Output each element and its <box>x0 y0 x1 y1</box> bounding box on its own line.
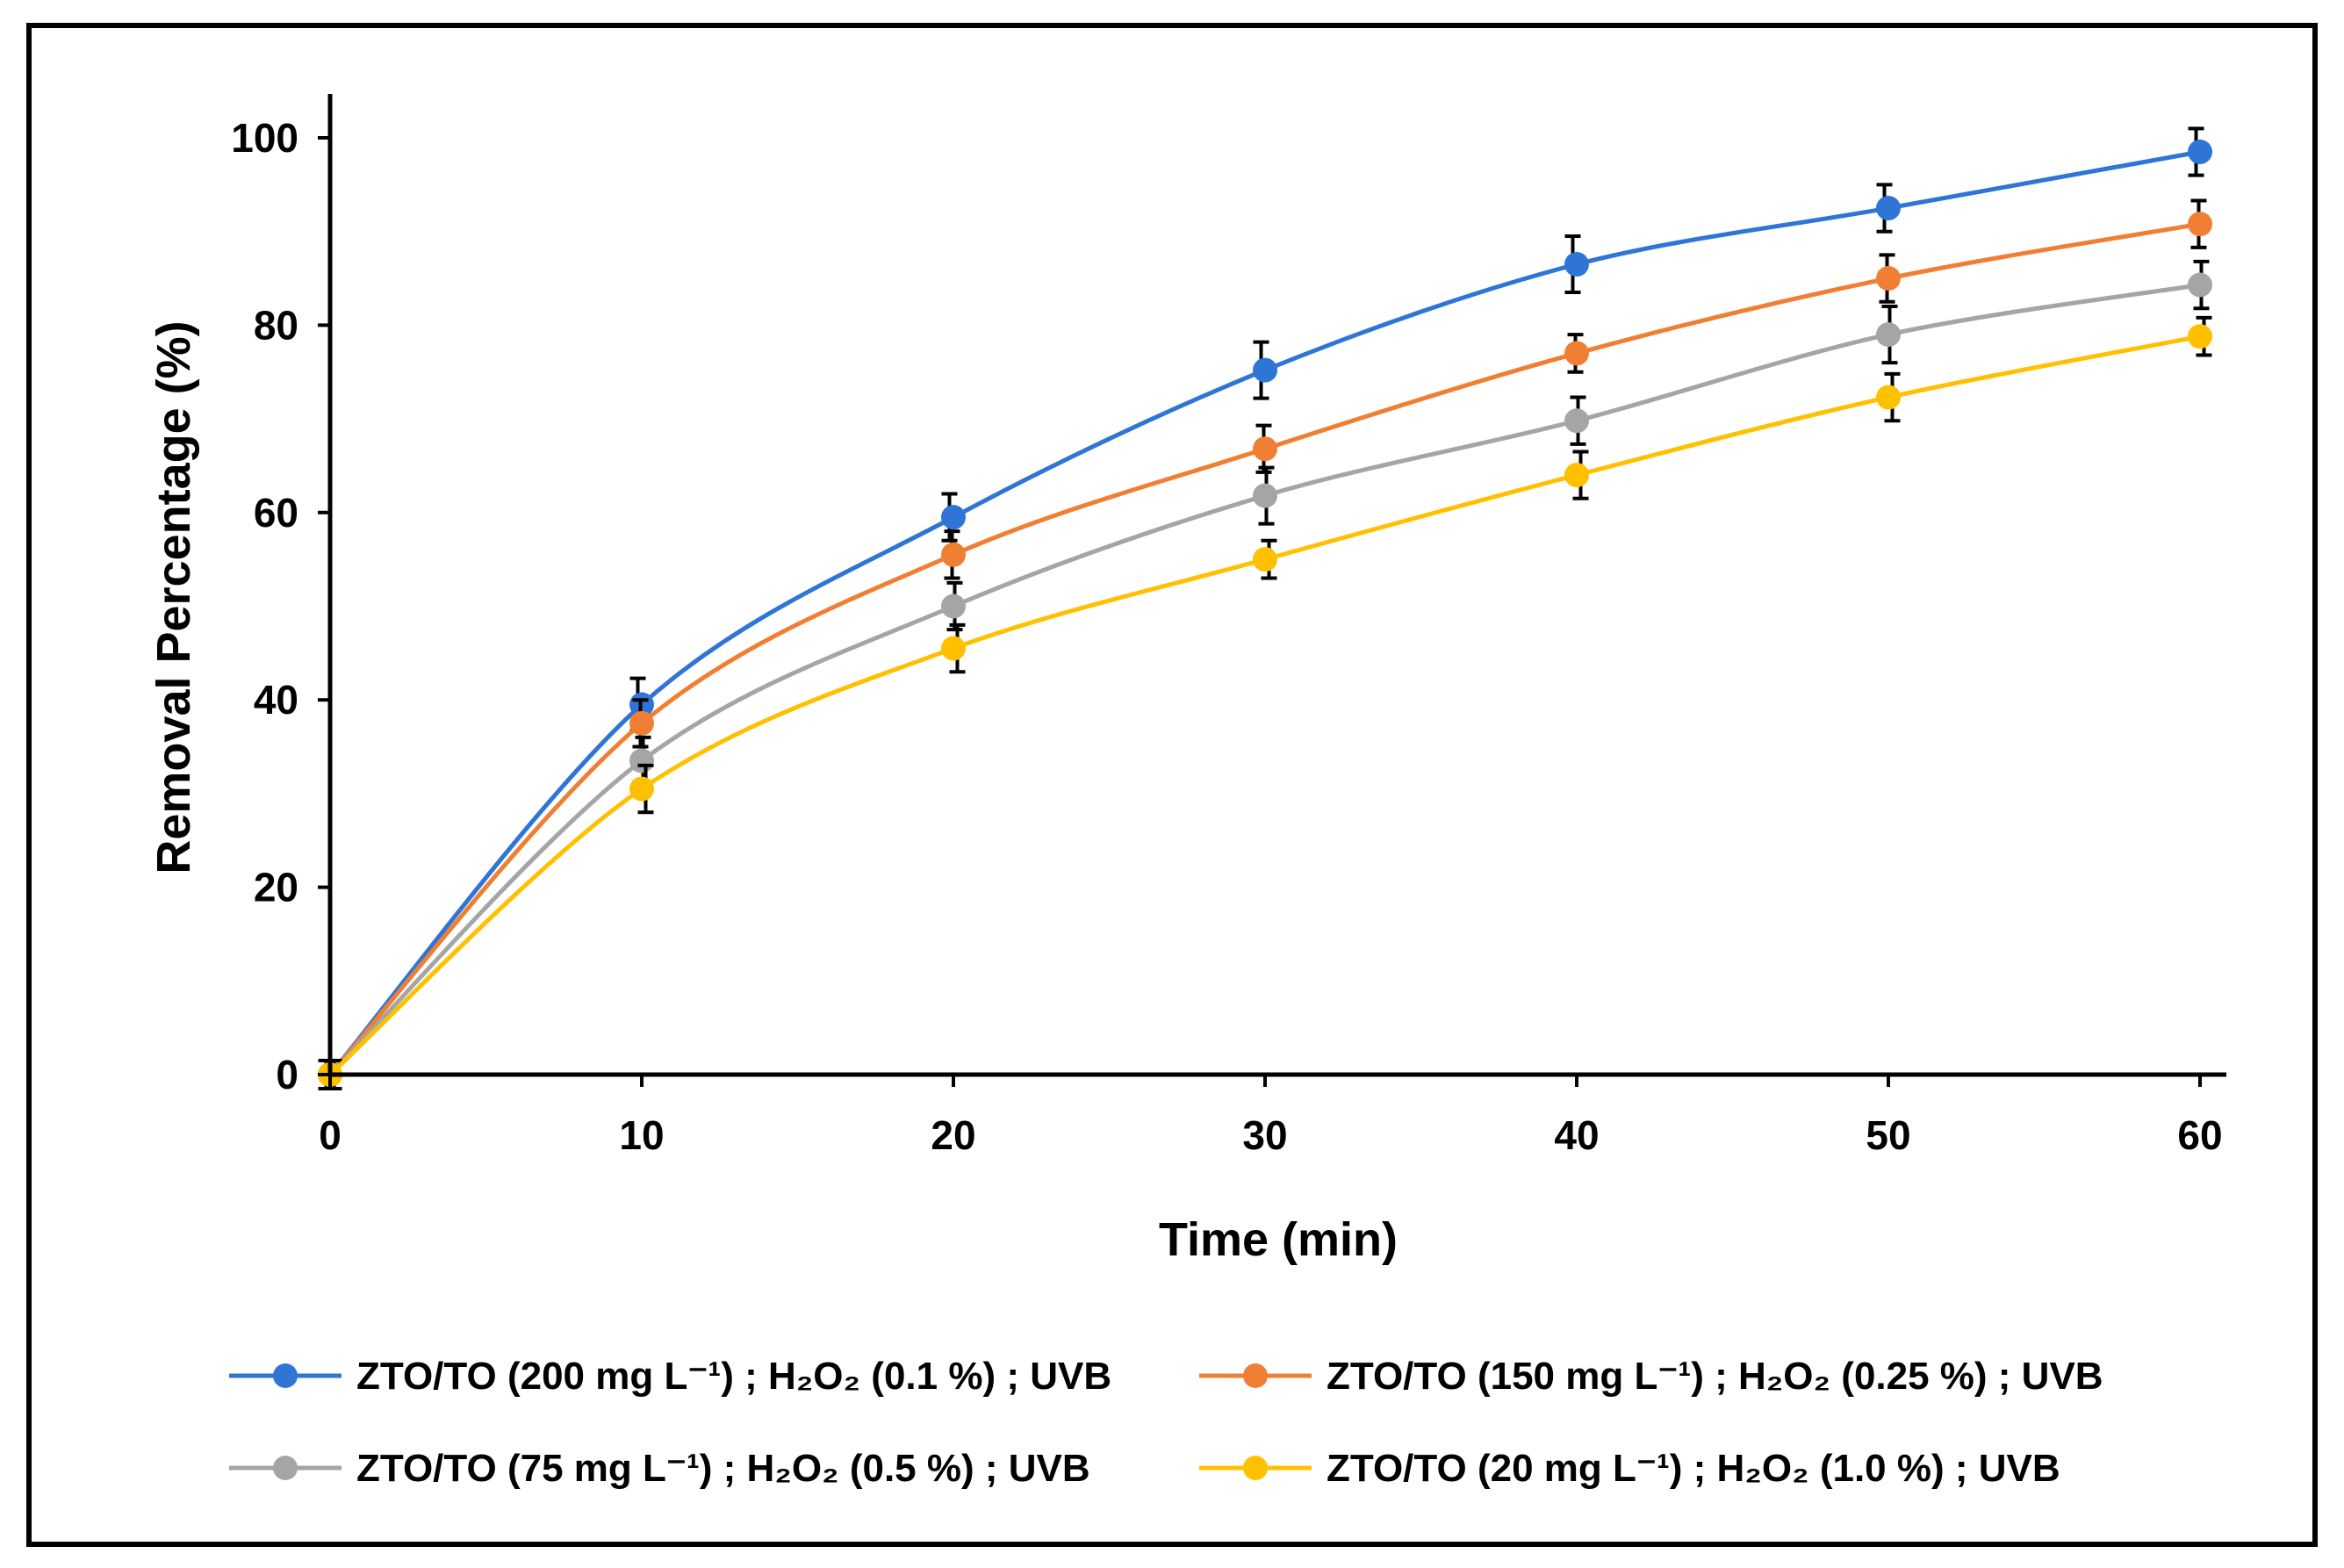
legend-swatch-marker <box>273 1363 298 1388</box>
x-tick-label: 10 <box>619 1112 664 1158</box>
x-tick-label: 0 <box>319 1112 342 1158</box>
series-3 <box>318 259 2212 1091</box>
series-layer <box>318 126 2212 1091</box>
legend-label: ZTO/TO (75 mg L⁻¹) ; H₂O₂ (0.5 %) ; UVB <box>356 1447 1090 1490</box>
data-point <box>1564 252 1589 277</box>
data-point <box>1876 196 1901 221</box>
data-point <box>941 636 966 661</box>
series-line <box>328 221 2201 1076</box>
x-tick-label: 50 <box>1866 1112 1910 1158</box>
series-4 <box>318 315 2212 1091</box>
legend-item-2: ZTO/TO (150 mg L⁻¹) ; H₂O₂ (0.25 %) ; UV… <box>1199 1355 2103 1398</box>
series-line <box>328 149 2201 1076</box>
x-axis-title: Time (min) <box>1159 1213 1398 1266</box>
data-point <box>1253 547 1277 572</box>
legend-swatch-marker <box>1243 1456 1268 1480</box>
y-tick-label: 40 <box>254 677 298 723</box>
data-point <box>2188 272 2212 298</box>
data-point <box>1253 357 1277 383</box>
data-point <box>1876 322 1901 348</box>
data-point <box>2188 212 2212 237</box>
legend-swatch-marker <box>273 1456 298 1480</box>
legend-item-1: ZTO/TO (200 mg L⁻¹) ; H₂O₂ (0.1 %) ; UVB <box>229 1355 1111 1398</box>
data-point <box>1564 408 1589 434</box>
data-point <box>2188 140 2212 165</box>
data-point <box>1253 436 1277 462</box>
y-tick-label: 80 <box>254 302 298 348</box>
legend-label: ZTO/TO (200 mg L⁻¹) ; H₂O₂ (0.1 %) ; UVB <box>356 1355 1111 1398</box>
axes-layer <box>327 94 2226 1077</box>
legend: ZTO/TO (200 mg L⁻¹) ; H₂O₂ (0.1 %) ; UVB… <box>229 1355 2103 1490</box>
series-2 <box>318 198 2212 1091</box>
data-point <box>941 593 966 619</box>
data-point <box>629 776 654 802</box>
y-tick-label: 100 <box>231 115 298 161</box>
legend-swatch-marker <box>1243 1363 1268 1388</box>
data-point <box>941 505 966 530</box>
data-point <box>941 542 966 567</box>
legend-label: ZTO/TO (20 mg L⁻¹) ; H₂O₂ (1.0 %) ; UVB <box>1327 1447 2060 1490</box>
legend-label: ZTO/TO (150 mg L⁻¹) ; H₂O₂ (0.25 %) ; UV… <box>1327 1355 2103 1398</box>
data-point <box>1564 341 1589 366</box>
figure-frame: 0 20 40 60 80 100 0 10 20 30 40 50 60 Time (min) Rem… <box>26 23 2318 1547</box>
x-tick-label: 20 <box>931 1112 975 1158</box>
data-point <box>1876 385 1901 410</box>
x-tick-label: 60 <box>2177 1112 2222 1158</box>
y-axis-title: Removal Percentage (%) <box>147 320 200 874</box>
legend-item-3: ZTO/TO (75 mg L⁻¹) ; H₂O₂ (0.5 %) ; UVB <box>229 1447 1090 1490</box>
y-tick-label: 0 <box>276 1052 298 1097</box>
data-point <box>1876 266 1901 291</box>
y-tick-label: 60 <box>254 490 298 536</box>
series-line <box>328 283 2201 1076</box>
data-point <box>629 710 654 736</box>
data-point <box>629 748 654 773</box>
ticks-layer: 0 20 40 60 80 100 0 10 20 30 40 50 60 <box>231 115 2222 1158</box>
line-chart: 0 20 40 60 80 100 0 10 20 30 40 50 60 Time (min) Rem… <box>147 94 2226 1490</box>
data-point <box>2188 324 2212 349</box>
data-point <box>1564 463 1589 488</box>
x-tick-label: 30 <box>1242 1112 1287 1158</box>
legend-item-4: ZTO/TO (20 mg L⁻¹) ; H₂O₂ (1.0 %) ; UVB <box>1199 1447 2060 1490</box>
y-tick-label: 20 <box>254 865 298 910</box>
x-tick-label: 40 <box>1554 1112 1599 1158</box>
data-point <box>1253 483 1277 508</box>
